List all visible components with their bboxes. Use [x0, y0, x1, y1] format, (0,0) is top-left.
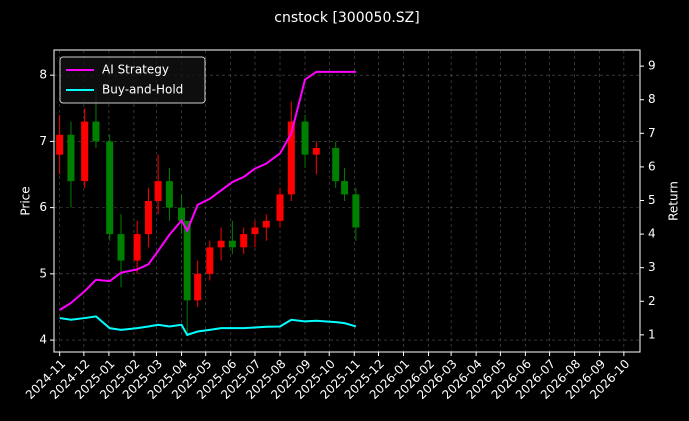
candle-body: [154, 181, 162, 201]
candle-body: [341, 181, 349, 195]
candle-body: [352, 194, 360, 228]
y-tick-label: 7: [39, 134, 47, 148]
legend-label: AI Strategy: [102, 63, 169, 77]
legend-label: Buy-and-Hold: [102, 83, 183, 97]
candle-body: [81, 121, 89, 182]
candle-body: [67, 134, 75, 182]
candle-body: [301, 121, 309, 155]
candle-body: [276, 194, 284, 221]
y2-tick-label: 7: [648, 126, 656, 140]
candle-body: [178, 207, 186, 221]
y-tick-label: 8: [39, 68, 47, 82]
y2-tick-label: 2: [648, 294, 656, 308]
candle-body: [240, 234, 248, 248]
y-tick-label: 5: [39, 266, 47, 280]
return-line: [59, 315, 357, 337]
candle-body: [106, 141, 114, 235]
y2-tick-label: 8: [648, 92, 656, 106]
y-axis-label: Price: [19, 186, 33, 215]
candle-body: [312, 148, 320, 155]
candle-body: [206, 247, 214, 274]
plot-frame: [53, 49, 641, 353]
candle-body: [144, 201, 152, 235]
return-line: [59, 70, 356, 311]
candle-body: [92, 121, 100, 142]
y2-tick-label: 5: [648, 193, 656, 207]
candle-body: [194, 273, 202, 301]
candle-body: [262, 220, 270, 228]
candle-body: [332, 148, 340, 182]
y2-tick-label: 4: [648, 227, 656, 241]
y2-tick-label: 1: [648, 327, 656, 341]
y2-tick-label: 9: [648, 59, 656, 73]
legend-box: [59, 56, 206, 104]
y2-tick-label: 3: [648, 260, 656, 274]
y-tick-label: 6: [39, 200, 47, 214]
candle-body: [287, 121, 295, 195]
candle-body: [133, 234, 141, 261]
y2-tick-label: 6: [648, 159, 656, 173]
candle-body: [217, 240, 225, 248]
candle-body: [56, 134, 64, 155]
candle-body: [228, 240, 236, 248]
y-tick-label: 4: [39, 333, 47, 347]
candle-body: [251, 227, 259, 235]
candle-body: [183, 220, 191, 301]
candle-body: [165, 181, 173, 208]
candle-body: [117, 234, 125, 261]
y2-axis-label: Return: [667, 181, 681, 221]
chart-title: cnstock [300050.SZ]: [274, 10, 419, 26]
